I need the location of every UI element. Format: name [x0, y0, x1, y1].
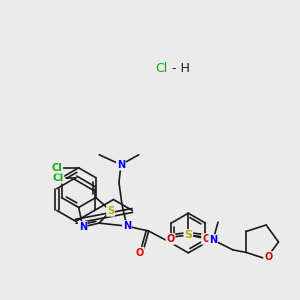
- Text: N: N: [79, 222, 87, 232]
- Text: Cl: Cl: [52, 163, 62, 173]
- Text: S: S: [184, 230, 192, 240]
- Text: N: N: [209, 235, 217, 245]
- Text: Cl: Cl: [156, 62, 168, 75]
- Text: O: O: [167, 234, 175, 244]
- Text: Cl: Cl: [52, 173, 64, 183]
- Text: O: O: [136, 248, 144, 258]
- Text: S: S: [107, 206, 114, 216]
- Text: N: N: [123, 221, 131, 231]
- Text: - H: - H: [168, 62, 190, 75]
- Text: O: O: [264, 252, 272, 262]
- Text: O: O: [202, 234, 210, 244]
- Text: N: N: [117, 160, 125, 170]
